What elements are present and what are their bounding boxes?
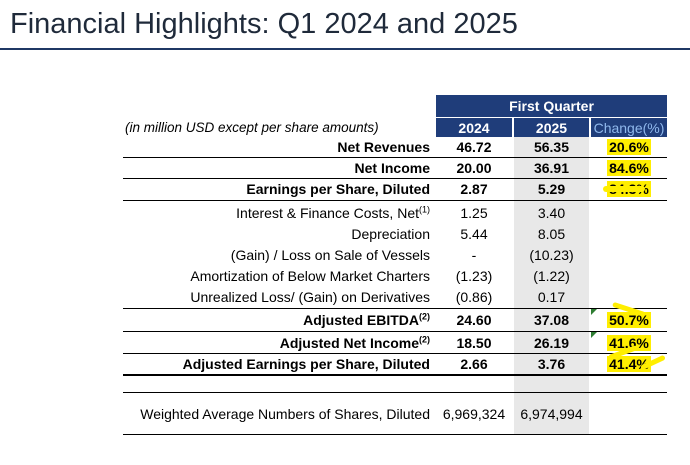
change-value: 50.7% [607, 312, 651, 328]
value-2024: 2.66 [460, 356, 488, 372]
value-2025: 37.08 [533, 312, 570, 328]
table-row: Adjusted Net Income(2) 18.50 26.19 41.6% [0, 333, 690, 354]
value-2025: 0.17 [537, 289, 566, 305]
value-2024: (1.23) [455, 268, 493, 284]
table-row: Amortization of Below Market Charters (1… [0, 266, 690, 287]
highlight-mark [603, 186, 645, 192]
value-2024: 18.50 [456, 335, 492, 351]
table-row: Interest & Finance Costs, Net(1) 1.25 3.… [0, 203, 690, 224]
table-row: (Gain) / Loss on Sale of Vessels - (10.2… [0, 245, 690, 266]
row-label: Adjusted EBITDA(2) [303, 311, 430, 328]
value-2024: 2.87 [460, 181, 488, 197]
weighted-average-2025: 6,974,994 [520, 406, 583, 422]
cell-comment-marker [591, 309, 597, 315]
row-divider [123, 331, 667, 332]
footnote-marker: (1) [419, 204, 430, 215]
row-label: Net Income [354, 160, 430, 176]
page-title: Financial Highlights: Q1 2024 and 2025 [10, 8, 518, 40]
row-label: Unrealized Loss/ (Gain) on Derivatives [190, 289, 430, 305]
change-cell: 20.6% [591, 139, 667, 155]
row-divider [123, 374, 667, 376]
value-2025: 3.40 [537, 205, 566, 221]
value-2024: 5.44 [460, 226, 488, 242]
row-label: Net Revenues [337, 139, 430, 155]
cell-comment-marker [591, 332, 597, 338]
weighted-average-label: Weighted Average Numbers of Shares, Dilu… [140, 406, 430, 422]
row-label: Depreciation [351, 226, 430, 242]
change-cell: 84.6% [591, 160, 667, 176]
change-cell: 41.6% [591, 335, 667, 351]
change-value: 41.6% [607, 335, 651, 351]
table-row: Net Income 20.00 36.91 84.6% [0, 158, 690, 179]
row-label: Adjusted Earnings per Share, Diluted [182, 356, 430, 372]
value-2024: 46.72 [456, 139, 492, 155]
value-2025: 26.19 [533, 335, 570, 351]
row-divider [123, 308, 667, 309]
column-header-2025: 2025 [514, 118, 589, 137]
value-2024: 1.25 [460, 205, 488, 221]
column-header-2024: 2024 [436, 118, 512, 137]
value-2025: (1.22) [533, 268, 570, 284]
footnote-marker: (2) [419, 334, 430, 345]
value-2025: 5.29 [537, 181, 566, 197]
table-row: Unrealized Loss/ (Gain) on Derivatives (… [0, 287, 690, 308]
row-label: Earnings per Share, Diluted [246, 181, 430, 197]
table-row: Depreciation 5.44 8.05 [0, 224, 690, 245]
table-row: Earnings per Share, Diluted 2.87 5.29 84… [0, 179, 690, 200]
table-row: Net Revenues 46.72 56.35 20.6% [0, 137, 690, 158]
row-label: Amortization of Below Market Charters [190, 268, 430, 284]
value-2025: 8.05 [537, 226, 566, 242]
value-2025: (10.23) [529, 247, 574, 263]
value-2025: 36.91 [533, 160, 570, 176]
value-2025: 56.35 [533, 139, 570, 155]
row-label: Adjusted Net Income(2) [279, 334, 430, 351]
table-row: Adjusted EBITDA(2) 24.60 37.08 50.7% [0, 310, 690, 331]
change-value: 41.4% [607, 356, 651, 372]
row-divider [123, 392, 667, 393]
row-label: (Gain) / Loss on Sale of Vessels [230, 247, 430, 263]
change-cell: 41.4% [591, 356, 667, 372]
value-2025: 3.76 [537, 356, 566, 372]
title-divider [0, 48, 690, 50]
table-row: Adjusted Earnings per Share, Diluted 2.6… [0, 354, 690, 375]
column-header-change: Change(%) [591, 118, 667, 137]
row-divider [123, 434, 667, 435]
unit-note: (in million USD except per share amounts… [125, 120, 379, 135]
footnote-marker: (2) [419, 311, 430, 322]
value-2024: 20.00 [456, 160, 492, 176]
change-value: 20.6% [607, 139, 651, 155]
row-label: Interest & Finance Costs, Net(1) [236, 204, 430, 221]
column-2025-shading [514, 137, 589, 435]
row-divider [123, 200, 667, 201]
row-divider [123, 157, 667, 158]
row-divider [123, 178, 667, 179]
value-2024: 24.60 [456, 312, 492, 328]
value-2024: - [471, 247, 477, 263]
row-divider [123, 353, 667, 354]
change-cell: 50.7% [591, 312, 667, 328]
value-2024: (0.86) [455, 289, 493, 305]
period-header: First Quarter [436, 95, 667, 117]
weighted-average-2024: 6,969,324 [442, 406, 506, 422]
change-value: 84.6% [607, 160, 651, 176]
